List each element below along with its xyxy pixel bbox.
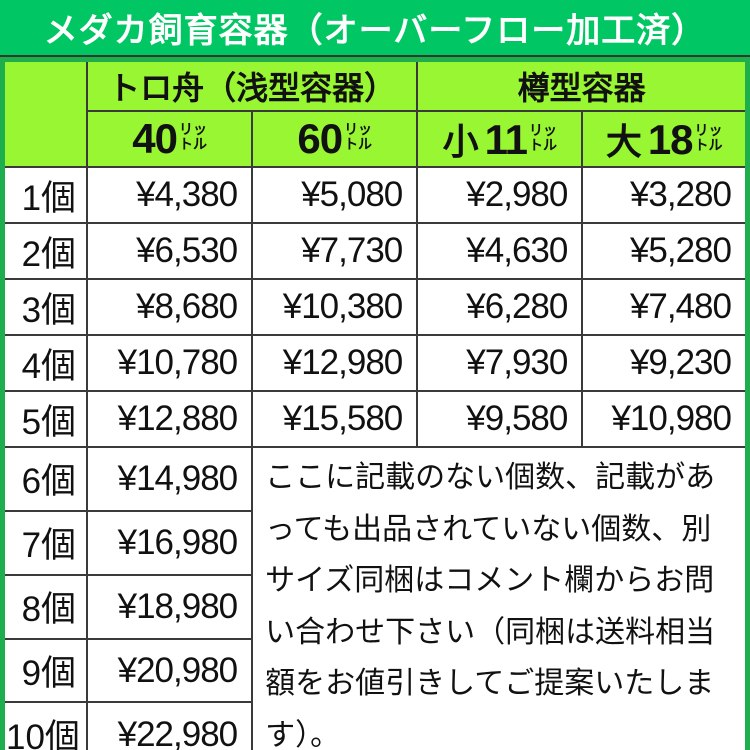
price-cell: ¥8,680 — [86, 278, 254, 336]
price-cell: ¥16,980 — [86, 509, 254, 576]
page-title: メダカ飼育容器（オーバーフロー加工済） — [0, 0, 750, 57]
price-cell: ¥7,930 — [416, 334, 584, 392]
quantity-cell: 3個 — [1, 278, 89, 336]
liter-unit: リッ トル — [694, 122, 723, 153]
header-group-row: トロ舟（浅型容器） 樽型容器 — [1, 58, 749, 168]
size-number: 18 — [647, 116, 694, 163]
table-row: 6個 ¥14,980 ここに記載のない個数、記載があっても出品されていない個数、… — [1, 445, 749, 750]
quantity-cell: 10個 — [1, 701, 89, 750]
price-cell: ¥15,580 — [251, 390, 419, 448]
quantity-cell: 9個 — [1, 637, 89, 704]
size-prefix: 小 — [442, 121, 479, 162]
size-number: 60 — [297, 115, 343, 162]
price-cell: ¥7,480 — [581, 278, 749, 336]
price-table: トロ舟（浅型容器） 樽型容器 40 リッ トル 60 リッ トル 小 11 リッ トル 大 18… — [0, 57, 750, 750]
price-cell: ¥9,580 — [416, 390, 584, 448]
liter-unit: リッ トル — [178, 121, 207, 152]
table-row: 9個 ¥20,980 — [1, 637, 748, 704]
price-cell: ¥22,980 — [86, 701, 254, 750]
quantity-cell: 4個 — [1, 334, 89, 392]
price-cell: ¥10,380 — [251, 278, 419, 336]
price-cell: ¥12,880 — [86, 390, 254, 448]
quantity-cell: 2個 — [1, 222, 89, 280]
inquiry-note: ここに記載のない個数、記載があっても出品されていない個数、別サイズ同梱はコメント… — [251, 445, 749, 750]
corner-cell — [1, 58, 89, 168]
column-group-taru: 樽型容器 — [416, 58, 749, 112]
price-cell: ¥5,080 — [251, 166, 419, 224]
price-cell: ¥5,280 — [581, 222, 749, 280]
quantity-cell: 6個 — [1, 446, 89, 512]
header-size-row: 40 リッ トル 60 リッ トル 小 11 リッ トル 大 18 リッ トル — [3, 110, 749, 168]
price-cell: ¥7,730 — [251, 222, 419, 280]
column-header-large-18l: 大 18 リッ トル — [581, 110, 749, 168]
price-cell: ¥6,280 — [416, 278, 584, 336]
size-prefix: 大 — [605, 121, 642, 162]
liter-unit: リッ トル — [529, 122, 558, 153]
price-cell: ¥2,980 — [416, 166, 584, 224]
quantity-cell: 8個 — [1, 573, 89, 640]
price-cell: ¥4,380 — [86, 166, 254, 224]
table-row: 5個 ¥12,880 ¥15,580 ¥9,580 ¥10,980 — [1, 390, 749, 448]
column-header-40l: 40 リッ トル — [86, 110, 254, 168]
price-cell: ¥6,530 — [86, 222, 254, 280]
column-group-toro: トロ舟（浅型容器） — [86, 58, 419, 112]
price-cell: ¥9,230 — [581, 334, 749, 392]
table-row: 2個 ¥6,530 ¥7,730 ¥4,630 ¥5,280 — [1, 222, 749, 280]
quantity-cell: 1個 — [1, 166, 89, 224]
price-cell: ¥10,780 — [86, 334, 254, 392]
price-cell: ¥4,630 — [416, 222, 584, 280]
size-number: 11 — [484, 116, 528, 163]
price-cell: ¥10,980 — [581, 390, 749, 448]
price-cell: ¥14,980 — [86, 446, 254, 512]
price-cell: ¥3,280 — [581, 166, 749, 224]
price-cell: ¥20,980 — [86, 637, 254, 704]
column-header-60l: 60 リッ トル — [251, 110, 419, 168]
column-header-small-11l: 小 11 リッ トル — [416, 110, 584, 168]
table-row: 4個 ¥10,780 ¥12,980 ¥7,930 ¥9,230 — [1, 334, 749, 392]
quantity-cell: 7個 — [1, 509, 89, 576]
table-row: 3個 ¥8,680 ¥10,380 ¥6,280 ¥7,480 — [1, 278, 749, 336]
table-row: 1個 ¥4,380 ¥5,080 ¥2,980 ¥3,280 — [1, 166, 749, 224]
table-row: 8個 ¥18,980 — [1, 573, 748, 640]
table-row: 10個 ¥22,980 — [1, 701, 748, 750]
quantity-cell: 5個 — [1, 390, 89, 448]
price-cell: ¥12,980 — [251, 334, 419, 392]
size-number: 40 — [132, 115, 178, 162]
liter-unit: リッ トル — [344, 121, 373, 152]
price-cell: ¥18,980 — [86, 573, 254, 640]
table-row: 7個 ¥16,980 — [1, 509, 748, 576]
